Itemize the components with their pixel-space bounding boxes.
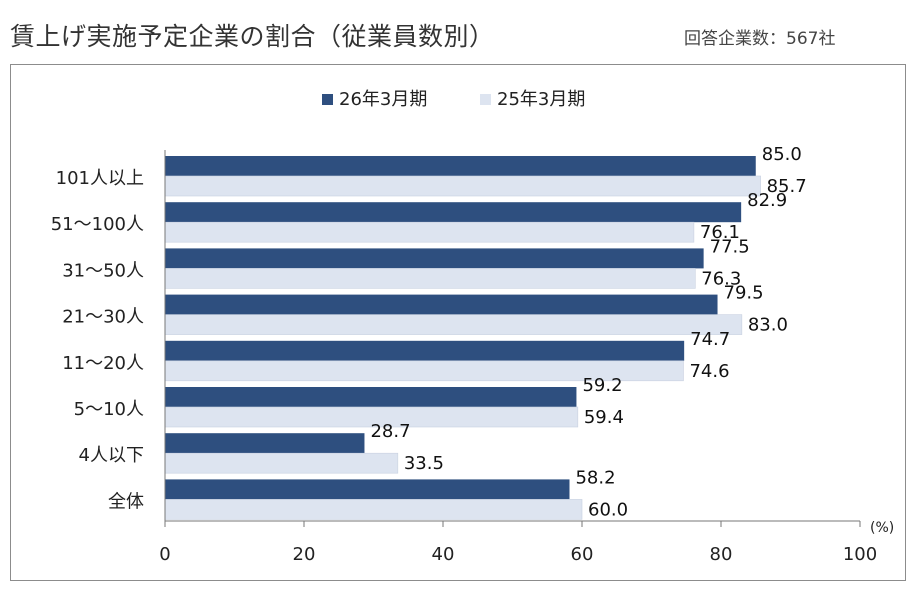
x-tick-label: 100 bbox=[843, 544, 877, 565]
category-label: 全体 bbox=[108, 491, 144, 512]
x-tick-label: 0 bbox=[159, 544, 170, 565]
category-label: 101人以上 bbox=[56, 168, 144, 189]
category-label: 11～20人 bbox=[62, 353, 144, 374]
category-label: 31～50人 bbox=[62, 260, 144, 281]
x-tick-label: 60 bbox=[571, 544, 594, 565]
data-label: 28.7 bbox=[370, 421, 410, 442]
legend-swatch bbox=[480, 94, 491, 105]
legend-swatch bbox=[322, 94, 333, 105]
respondent-count: 回答企業数：567社 bbox=[684, 29, 836, 49]
legend-label: 26年3月期 bbox=[339, 89, 427, 110]
bar-series-1 bbox=[165, 433, 365, 454]
data-label: 83.0 bbox=[748, 315, 788, 336]
bar-series-2 bbox=[164, 499, 583, 520]
bar-series-1 bbox=[165, 294, 718, 315]
bar-series-1 bbox=[165, 202, 742, 223]
data-label: 77.5 bbox=[710, 236, 750, 257]
category-label: 5～10人 bbox=[74, 399, 144, 420]
bar-series-2 bbox=[164, 221, 695, 243]
x-tick-label: 80 bbox=[710, 544, 733, 565]
category-label: 51～100人 bbox=[51, 214, 144, 235]
bar-series-1 bbox=[165, 387, 577, 407]
category-label: 4人以下 bbox=[79, 445, 144, 466]
unit-label: (%) bbox=[870, 520, 894, 536]
bar-series-2 bbox=[164, 314, 743, 335]
page-title: 賃上げ実施予定企業の割合（従業員数別） bbox=[10, 22, 495, 51]
data-label: 59.4 bbox=[584, 407, 624, 428]
category-label: 21～30人 bbox=[62, 307, 144, 328]
data-label: 58.2 bbox=[575, 467, 615, 488]
bar-series-1 bbox=[165, 479, 570, 500]
bar-series-1 bbox=[165, 156, 756, 176]
data-label: 79.5 bbox=[724, 283, 764, 304]
data-label: 82.9 bbox=[747, 190, 787, 211]
data-label: 85.7 bbox=[767, 176, 807, 197]
chart-frame bbox=[10, 64, 906, 581]
bar-series-1 bbox=[165, 340, 685, 361]
data-label: 85.0 bbox=[762, 144, 802, 165]
data-label: 74.6 bbox=[689, 361, 729, 382]
bar-series-2 bbox=[164, 175, 761, 197]
data-label: 60.0 bbox=[588, 499, 628, 520]
data-label: 33.5 bbox=[404, 453, 444, 474]
data-label: 76.3 bbox=[701, 268, 741, 289]
legend-label: 25年3月期 bbox=[497, 89, 585, 110]
x-tick-label: 20 bbox=[293, 544, 316, 565]
bar-series-1 bbox=[165, 248, 704, 269]
bar-series-2 bbox=[164, 268, 696, 289]
data-label: 76.1 bbox=[700, 222, 740, 243]
x-tick-label: 40 bbox=[432, 544, 455, 565]
data-label: 74.7 bbox=[690, 329, 730, 350]
data-label: 59.2 bbox=[582, 375, 622, 396]
bar-series-2 bbox=[164, 452, 399, 474]
